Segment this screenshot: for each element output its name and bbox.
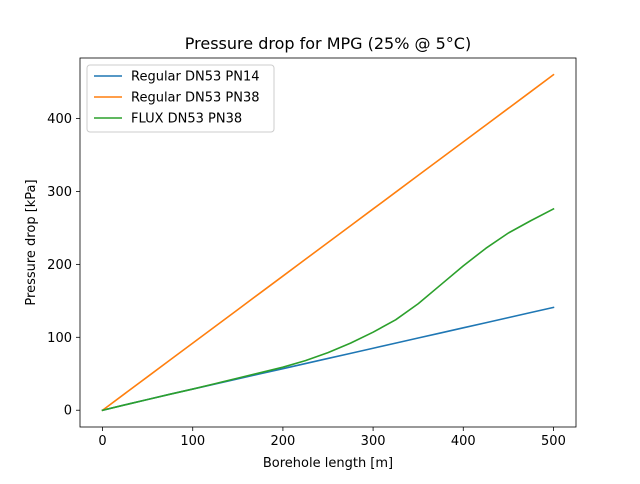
y-axis-ticks: 0 100 200 300 400 xyxy=(47,112,80,419)
y-tick-label: 0 xyxy=(64,404,72,419)
y-tick-label: 200 xyxy=(47,258,72,273)
x-tick-label: 100 xyxy=(180,434,205,449)
x-axis-label: Borehole length [m] xyxy=(263,456,393,471)
series-line-2 xyxy=(101,73,555,412)
legend-label-3: FLUX DN53 PN38 xyxy=(131,112,242,127)
series-line-3 xyxy=(101,207,555,412)
x-tick-label: 200 xyxy=(270,434,295,449)
plot-area-lines xyxy=(101,73,555,412)
y-tick-label: 100 xyxy=(47,331,72,346)
legend: Regular DN53 PN14 Regular DN53 PN38 FLUX D… xyxy=(86,64,275,133)
x-tick-label: 400 xyxy=(451,434,476,449)
x-tick-label: 300 xyxy=(361,434,386,449)
x-tick-label: 0 xyxy=(98,434,106,449)
legend-box xyxy=(86,64,275,133)
x-axis-ticks: 0 100 200 300 400 500 xyxy=(98,427,566,449)
chart-title: Pressure drop for MPG (25% @ 5°C) xyxy=(185,34,471,53)
legend-label-2: Regular DN53 PN38 xyxy=(131,91,260,106)
y-tick-label: 300 xyxy=(47,185,72,200)
y-axis-label: Pressure drop [kPa] xyxy=(24,179,39,305)
y-tick-label: 400 xyxy=(47,112,72,127)
x-tick-label: 500 xyxy=(541,434,566,449)
plot-frame xyxy=(79,57,577,428)
legend-label-1: Regular DN53 PN14 xyxy=(131,70,260,85)
